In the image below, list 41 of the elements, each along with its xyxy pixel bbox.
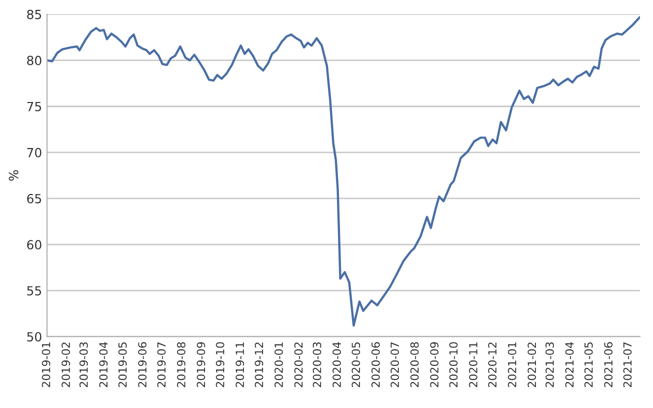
x-tick-label: 2020-05 — [352, 342, 360, 388]
x-tick-label: 2021-03 — [546, 342, 554, 388]
x-tick-label: 2020-03 — [312, 342, 322, 388]
x-tick-label: 2019-09 — [196, 342, 206, 388]
x-tick-label: 2020-07 — [390, 342, 399, 388]
x-tick-label: 2019-11 — [236, 342, 244, 388]
x-tick-label: 2020-01 — [274, 342, 283, 388]
x-tick-label: 2019-07 — [157, 342, 166, 388]
y-tick-label: 70 — [27, 148, 42, 158]
x-tick-label: 2019-02 — [62, 342, 70, 388]
line-series — [47, 16, 640, 327]
x-tick-label: 2019-12 — [254, 342, 264, 388]
x-tick-label: 2020-10 — [449, 342, 458, 388]
x-tick-label: 2019-03 — [79, 342, 88, 388]
x-tick-label: 2020-04 — [332, 342, 341, 388]
y-tick-label: 55 — [27, 286, 42, 296]
x-tick-label: 2021-01 — [508, 342, 516, 388]
x-tick-label: 2021-02 — [528, 342, 536, 388]
y-axis-title: % — [8, 170, 18, 181]
x-tick-label: 2019-10 — [216, 342, 224, 388]
x-tick-label: 2020-11 — [468, 342, 478, 388]
y-tick-label: 80 — [27, 56, 42, 66]
y-tick-label: 50 — [27, 332, 42, 342]
y-tick-label: 65 — [27, 194, 42, 204]
y-tick-label: 60 — [27, 240, 42, 250]
x-tick-label: 2021-05 — [584, 342, 593, 388]
x-tick-label: 2019-08 — [176, 342, 186, 388]
x-tick-label: 2021-06 — [604, 342, 613, 388]
x-tick-label: 2020-12 — [488, 342, 497, 388]
x-tick-label: 2020-08 — [410, 342, 419, 388]
x-tick-label: 2020-09 — [430, 342, 439, 388]
x-tick-label: 2019-06 — [138, 342, 147, 388]
x-tick-label: 2019-05 — [118, 342, 127, 388]
x-tick-label: 2019-01 — [42, 342, 50, 388]
x-tick-label: 2020-06 — [371, 342, 380, 388]
y-tick-label: 85 — [27, 10, 42, 20]
x-tick-label: 2021-04 — [565, 342, 574, 388]
x-tick-label: 2020-02 — [294, 342, 303, 388]
x-tick-label: 2021-07 — [623, 342, 632, 388]
y-tick-label: 75 — [27, 102, 42, 112]
x-tick-label: 2019-04 — [99, 342, 108, 388]
